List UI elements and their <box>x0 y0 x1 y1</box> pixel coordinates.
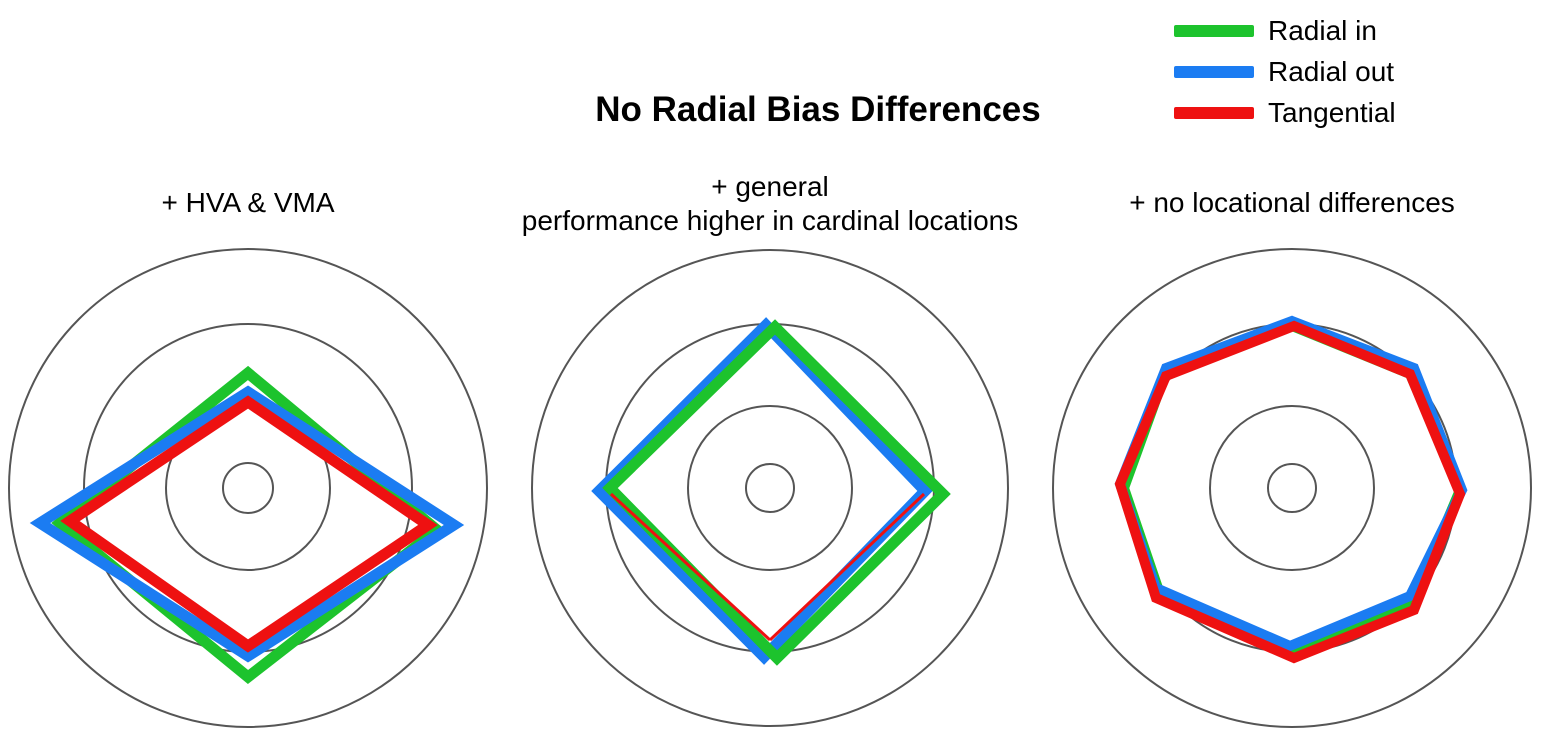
radial-out-shape <box>591 317 933 665</box>
subtitle-line: performance higher in cardinal locations <box>521 205 1019 236</box>
grid-ring-center <box>745 463 795 513</box>
legend-item-tangential: Tangential <box>1174 92 1396 133</box>
grid-ring-outer <box>531 249 1009 727</box>
panel-subtitle-hva-vma: + HVA & VMA <box>48 186 448 220</box>
panel-subtitle-cardinal: + general performance higher in cardinal… <box>470 170 1070 238</box>
legend-swatch-blue <box>1174 65 1254 78</box>
radial-in-shape <box>51 365 446 685</box>
legend-label: Tangential <box>1268 96 1396 128</box>
grid-ring-outer <box>8 248 488 728</box>
legend-swatch-green <box>1174 24 1254 37</box>
title-area: No Radial Bias Differences <box>0 0 1556 140</box>
figure-title: No Radial Bias Differences <box>595 90 1041 129</box>
grid-ring-outer <box>1052 248 1532 728</box>
subtitle-line: + HVA & VMA <box>161 187 335 218</box>
tangential-shape <box>60 395 438 653</box>
grid-ring-center <box>1267 463 1317 513</box>
grid-ring-middle <box>605 323 935 653</box>
tangential-shape <box>609 492 772 642</box>
legend: Radial in Radial out Tangential <box>1174 10 1396 133</box>
grid-ring-center <box>222 462 274 514</box>
panel-hva-vma <box>8 248 488 728</box>
panel-subtitle-no-locational: + no locational differences <box>1092 186 1492 220</box>
tangential-shape-edge <box>768 492 926 642</box>
radial-out-shape <box>29 385 465 663</box>
legend-item-radial-in: Radial in <box>1174 10 1396 51</box>
grid-ring-inner <box>1209 405 1375 571</box>
grid-ring-inner <box>687 405 853 571</box>
radial-in-shape <box>602 319 951 666</box>
panel-cardinal-locations <box>531 249 1009 727</box>
subtitle-line: + no locational differences <box>1129 187 1455 218</box>
legend-label: Radial out <box>1268 55 1395 87</box>
legend-label: Radial in <box>1268 14 1377 46</box>
subtitle-line: + general <box>711 171 829 202</box>
legend-swatch-red <box>1174 106 1254 119</box>
panel-no-locational-differences <box>1052 248 1532 728</box>
tangential-shape <box>1114 320 1466 664</box>
legend-item-radial-out: Radial out <box>1174 51 1396 92</box>
